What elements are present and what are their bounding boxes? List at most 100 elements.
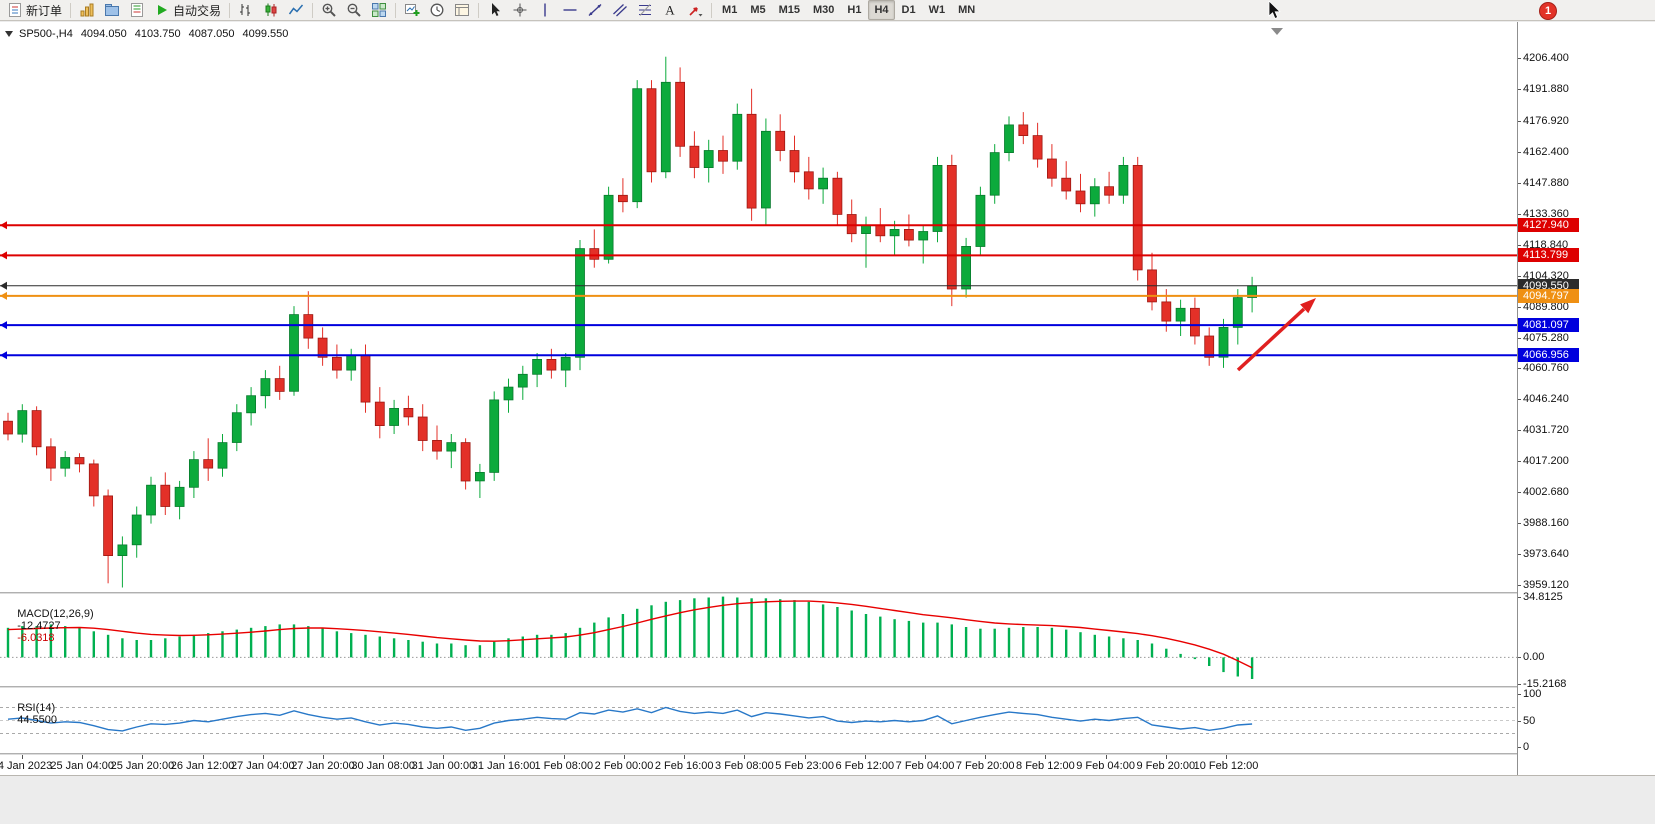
time-tick-mark — [985, 755, 987, 759]
axis-tick-mark — [1518, 88, 1521, 90]
axis-tick-mark — [1518, 120, 1521, 122]
time-tick-label: 31 Jan 00:00 — [411, 760, 476, 772]
chart-title: SP500-,H4 4094.050 4103.750 4087.050 409… — [5, 28, 288, 40]
period-clock-button[interactable] — [425, 0, 449, 20]
chart-window[interactable]: SP500-,H4 4094.050 4103.750 4087.050 409… — [0, 22, 1655, 775]
chart-menu-icon[interactable] — [5, 31, 13, 37]
timeframe-button-mn[interactable]: MN — [958, 4, 976, 16]
axis-tick-mark — [1518, 213, 1521, 215]
price-tick-label: 4104.320 — [1523, 269, 1569, 282]
time-tick-mark — [202, 755, 204, 759]
time-tick-mark — [443, 755, 445, 759]
line-chart-button[interactable] — [284, 0, 308, 20]
timeframe-button-m1[interactable]: M1 — [722, 4, 738, 16]
time-tick-label: 9 Feb 04:00 — [1076, 760, 1135, 772]
trend-arrow-annotation[interactable] — [1236, 298, 1316, 372]
pane-separator[interactable] — [0, 592, 1655, 594]
macd-name: MACD(12,26,9) — [17, 608, 94, 620]
rsi-line — [7, 706, 1253, 732]
cursor-arrow-icon — [492, 3, 501, 16]
time-tick-label: 26 Jan 12:00 — [170, 760, 235, 772]
vertical-line-button[interactable] — [533, 0, 557, 20]
timeframe-button-h4[interactable]: H4 — [868, 0, 895, 20]
status-bar — [0, 775, 1655, 824]
chart-shift-marker[interactable] — [1271, 28, 1283, 35]
horizontal-line-icon — [563, 9, 577, 11]
charts-button[interactable] — [75, 0, 99, 20]
cursor-arrow-button[interactable] — [483, 0, 507, 20]
time-tick-mark — [925, 755, 926, 759]
time-tick-mark — [82, 755, 84, 759]
time-tick-mark — [563, 755, 565, 759]
rsi-name: RSI(14) — [17, 702, 56, 714]
zoom-out-button[interactable] — [342, 0, 366, 20]
time-tick-label: 6 Feb 12:00 — [835, 760, 895, 772]
price-tick-label: 4176.920 — [1523, 114, 1569, 127]
price-level-badge: 4127.940 — [1518, 218, 1579, 232]
time-tick-label: 7 Feb 20:00 — [955, 760, 1015, 772]
timeframe-button-w1[interactable]: W1 — [928, 4, 946, 16]
notification-badge[interactable]: 1 — [1539, 2, 1557, 20]
price-level-lines[interactable] — [0, 221, 1517, 360]
ohlc-bars-button[interactable] — [234, 0, 258, 20]
axis-tick-mark — [1518, 306, 1521, 308]
toolbar-separator — [229, 2, 231, 18]
main-chart-pane[interactable] — [0, 26, 1517, 592]
time-tick-mark — [262, 755, 264, 759]
price-tick-label: 4147.880 — [1523, 176, 1569, 189]
time-tick-label: 31 Jan 16:00 — [471, 760, 536, 772]
fibonacci-icon — [639, 4, 652, 16]
macd-pane[interactable] — [0, 594, 1517, 686]
new-order-button[interactable]: 新订单 — [3, 0, 66, 20]
price-tick-label: 4162.400 — [1523, 145, 1569, 158]
toolbar-separator — [478, 2, 480, 18]
time-tick-label: 24 Jan 2023 — [0, 760, 53, 772]
price-tick-label: 4002.680 — [1523, 486, 1569, 499]
axis-tick-mark — [1518, 182, 1521, 184]
macd-tick-label: 34.8125 — [1523, 590, 1563, 603]
timeframe-button-d1[interactable]: D1 — [901, 4, 916, 16]
macd-tick-label: -15.2168 — [1523, 677, 1567, 690]
rsi-pane[interactable] — [0, 688, 1517, 753]
fibonacci-button[interactable] — [633, 0, 657, 20]
candlestick-icon — [265, 3, 277, 17]
autotrading-button[interactable]: 自动交易 — [150, 0, 225, 20]
candlesticks — [3, 56, 1257, 588]
price-tick-label: 4191.880 — [1523, 82, 1569, 95]
macd-histogram — [6, 596, 1254, 679]
axis-tick-mark — [1518, 596, 1521, 598]
zoom-in-button[interactable] — [317, 0, 341, 20]
macd-value: -12.4727 — [17, 620, 61, 632]
pane-separator[interactable] — [0, 686, 1655, 688]
price-axis[interactable]: 4206.400 4191.880 4176.920 4162.400 4147.880… — [1517, 22, 1655, 775]
ohlc-bars-icon — [240, 4, 251, 16]
time-tick-label: 10 Feb 12:00 — [1193, 760, 1259, 772]
new-chart-button[interactable] — [400, 0, 424, 20]
pane-separator[interactable] — [0, 753, 1655, 755]
time-tick-label: 25 Jan 04:00 — [50, 760, 114, 772]
crosshair-button[interactable] — [508, 0, 532, 20]
profiles-button[interactable] — [100, 0, 124, 20]
equidistant-channel-button[interactable] — [608, 0, 632, 20]
axis-tick-mark — [1518, 585, 1521, 587]
templates-button[interactable] — [450, 0, 474, 20]
text-label-button[interactable]: A — [658, 0, 682, 20]
macd-signal-line — [7, 600, 1253, 669]
timeframe-button-m30[interactable]: M30 — [813, 4, 835, 16]
candlestick-button[interactable] — [259, 0, 283, 20]
toolbar-separator — [312, 2, 314, 18]
horizontal-line-button[interactable] — [558, 0, 582, 20]
arrows-button[interactable] — [683, 0, 707, 20]
time-tick-label: 1 Feb 08:00 — [534, 760, 594, 772]
timeframe-button-m15[interactable]: M15 — [778, 4, 800, 16]
axis-tick-mark — [1518, 368, 1521, 370]
trendline-button[interactable] — [583, 0, 607, 20]
rsi-label: RSI(14) 44.5500 — [5, 690, 57, 738]
timeframe-button-m5[interactable]: M5 — [750, 4, 766, 16]
market-watch-button[interactable] — [125, 0, 149, 20]
axis-tick-mark — [1518, 694, 1521, 695]
time-tick-label: 2 Feb 00:00 — [594, 760, 654, 772]
timeframe-button-h1[interactable]: H1 — [847, 4, 862, 16]
tile-windows-button[interactable] — [367, 0, 391, 20]
